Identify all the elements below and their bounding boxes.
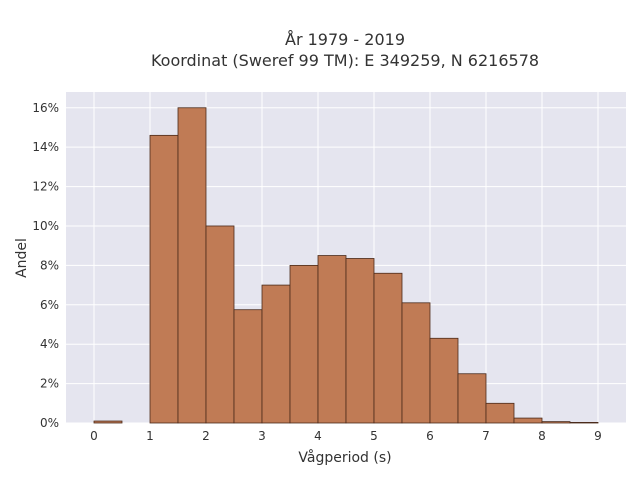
histogram-bar (233, 309, 263, 424)
x-tick-label: 5 (370, 429, 378, 443)
histogram-bar (457, 373, 487, 424)
y-tick-label: 4% (40, 337, 59, 351)
y-tick-label: 14% (32, 140, 59, 154)
histogram-bar (401, 302, 431, 424)
histogram-bar (429, 337, 459, 424)
histogram-bar (373, 272, 403, 424)
x-tick-label: 1 (146, 429, 154, 443)
y-tick-label: 0% (40, 416, 59, 430)
x-tick-label: 7 (482, 429, 490, 443)
y-tick-label: 6% (40, 298, 59, 312)
chart-title-line-1: År 1979 - 2019 (285, 30, 405, 49)
x-tick-label: 6 (426, 429, 434, 443)
y-axis-title: Andel (14, 238, 30, 278)
bars (93, 107, 599, 424)
histogram-bar (317, 255, 347, 424)
histogram-bar (205, 225, 235, 424)
y-tick-label: 2% (40, 377, 59, 391)
chart-title-line-2: Koordinat (Sweref 99 TM): E 349259, N 62… (151, 51, 539, 70)
x-tick-label: 0 (90, 429, 98, 443)
histogram-bar (149, 134, 179, 424)
x-tick-label: 2 (202, 429, 210, 443)
histogram-bar (513, 417, 543, 424)
histogram-bar (345, 258, 375, 424)
histogram-bar (93, 420, 123, 424)
histogram-bar (541, 421, 571, 424)
histogram-bar (289, 264, 319, 424)
y-tick-label: 12% (32, 180, 59, 194)
x-axis-title: Vågperiod (s) (298, 449, 391, 466)
histogram-bar (261, 284, 291, 424)
histogram-bar (485, 402, 515, 424)
y-tick-label: 8% (40, 258, 59, 272)
histogram-bar (177, 107, 207, 424)
y-tick-label: 16% (32, 101, 59, 115)
x-tick-label: 9 (594, 429, 602, 443)
histogram-bar (569, 422, 599, 424)
x-tick-label: 4 (314, 429, 322, 443)
tick-labels: 0 1 2 3 4 5 6 7 8 9 0% 2% 4% 6% 8% 10% 12% 14% 16% (32, 101, 601, 443)
y-tick-label: 10% (32, 219, 59, 233)
x-tick-label: 8 (538, 429, 546, 443)
x-tick-label: 3 (258, 429, 266, 443)
